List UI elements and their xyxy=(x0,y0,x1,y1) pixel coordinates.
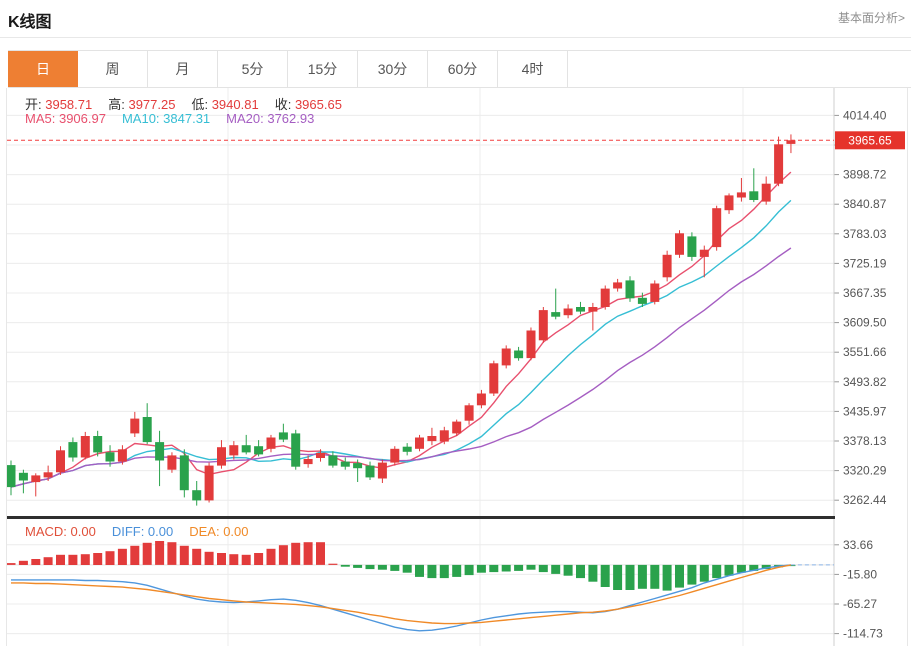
macd-canvas[interactable]: 33.66 -15.80 -65.27 -114.73 xyxy=(7,519,909,646)
svg-text:-114.73: -114.73 xyxy=(843,627,883,641)
timeframe-tab-bar: 日周月 5分 15分 30分 60分 4时 xyxy=(8,50,911,88)
svg-text:3609.50: 3609.50 xyxy=(843,316,887,330)
tab-day[interactable]: 日 xyxy=(8,51,78,87)
svg-text:3965.65: 3965.65 xyxy=(848,133,892,147)
tab-15min[interactable]: 15分 xyxy=(288,51,358,87)
tab-4hour[interactable]: 4时 xyxy=(498,51,568,87)
svg-text:-65.27: -65.27 xyxy=(843,597,877,611)
tab-30min[interactable]: 30分 xyxy=(358,51,428,87)
panel-divider xyxy=(7,516,835,519)
kline-chart-widget: 4014.403956.563898.723840.873783.033725.… xyxy=(6,88,908,646)
page-header: K线图 基本面分析> xyxy=(0,0,911,38)
svg-text:3898.72: 3898.72 xyxy=(843,168,887,182)
svg-text:3840.87: 3840.87 xyxy=(843,197,887,211)
main-candlestick-canvas[interactable]: 4014.403956.563898.723840.873783.033725.… xyxy=(7,88,909,516)
svg-text:3493.82: 3493.82 xyxy=(843,375,887,389)
svg-text:-15.80: -15.80 xyxy=(843,567,877,581)
tab-week[interactable]: 周 xyxy=(78,51,148,87)
tab-60min[interactable]: 60分 xyxy=(428,51,498,87)
svg-text:3378.13: 3378.13 xyxy=(843,434,887,448)
tab-month[interactable]: 月 xyxy=(148,51,218,87)
svg-text:3551.66: 3551.66 xyxy=(843,345,887,359)
svg-text:3320.29: 3320.29 xyxy=(843,464,887,478)
svg-text:3783.03: 3783.03 xyxy=(843,227,887,241)
fundamental-analysis-link[interactable]: 基本面分析> xyxy=(837,11,905,25)
svg-text:3725.19: 3725.19 xyxy=(843,256,887,270)
svg-text:3435.97: 3435.97 xyxy=(843,404,887,418)
svg-text:3667.35: 3667.35 xyxy=(843,286,887,300)
svg-text:3262.44: 3262.44 xyxy=(843,493,887,507)
tab-5min[interactable]: 5分 xyxy=(218,51,288,87)
svg-text:33.66: 33.66 xyxy=(843,538,873,552)
svg-text:4014.40: 4014.40 xyxy=(843,108,887,122)
page-title: K线图 xyxy=(8,14,52,31)
